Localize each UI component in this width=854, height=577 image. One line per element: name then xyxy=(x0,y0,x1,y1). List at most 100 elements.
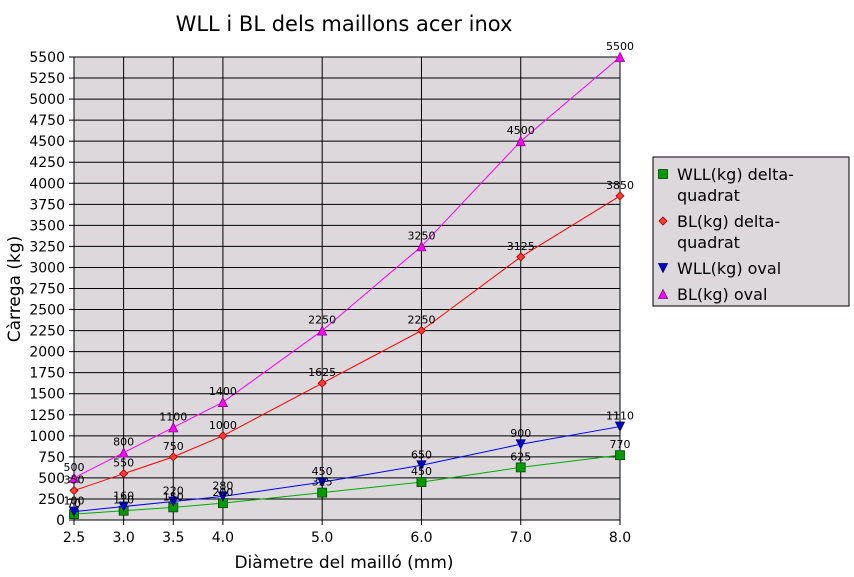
y-tick-label: 4750 xyxy=(29,113,65,129)
y-tick-label: 1750 xyxy=(29,366,65,382)
data-label: 5500 xyxy=(606,40,634,53)
data-point xyxy=(416,460,427,471)
data-label: 650 xyxy=(411,448,432,461)
data-point xyxy=(168,496,179,507)
series-line xyxy=(73,426,621,513)
data-label: 70 xyxy=(67,497,81,510)
data-label: 1400 xyxy=(209,385,237,398)
y-tick-label: 5500 xyxy=(29,50,65,66)
y-tick-label: 4250 xyxy=(29,155,65,171)
data-label: 325 xyxy=(312,476,333,489)
y-tick-label: 3500 xyxy=(29,218,65,234)
chart-title: WLL i BL dels maillons acer inox xyxy=(176,12,513,36)
data-point xyxy=(416,326,427,336)
data-point xyxy=(615,450,625,461)
data-label: 100 xyxy=(64,495,85,508)
data-label: 200 xyxy=(212,486,233,499)
y-tick-label: 3250 xyxy=(29,239,65,255)
y-tick-label: 2750 xyxy=(29,282,65,298)
data-label: 450 xyxy=(312,465,333,478)
legend: WLL(kg) delta-quadrat BL(kg) delta-quadra… xyxy=(652,156,850,307)
x-tick-label: 6.0 xyxy=(410,530,432,546)
data-point xyxy=(69,485,79,496)
data-point xyxy=(118,501,129,512)
y-tick-label: 5000 xyxy=(29,92,65,108)
data-label: 280 xyxy=(212,479,233,492)
data-point xyxy=(168,452,178,462)
data-label: 110 xyxy=(113,494,134,507)
y-tick-label: 2250 xyxy=(29,324,65,340)
data-label: 1000 xyxy=(209,419,237,432)
data-point xyxy=(615,191,625,201)
legend-label: WLL(kg) delta- xyxy=(677,165,794,184)
y-tick-label: 1000 xyxy=(29,429,65,445)
y-tick-label: 3750 xyxy=(29,197,65,213)
legend-marker xyxy=(658,169,668,179)
legend-label: BL(kg) delta- xyxy=(677,212,780,231)
series-group xyxy=(68,421,626,517)
data-label: 550 xyxy=(113,457,134,470)
data-point xyxy=(168,422,179,433)
data-point xyxy=(317,487,328,498)
x-tick-label: 3.5 xyxy=(162,530,184,546)
data-point xyxy=(217,491,229,502)
data-point xyxy=(217,396,229,408)
series-group xyxy=(68,51,626,483)
data-point xyxy=(614,421,626,432)
data-point xyxy=(317,477,328,488)
y-tick-label: 4000 xyxy=(29,176,65,192)
series-layer xyxy=(68,51,626,520)
x-tick-label: 2.5 xyxy=(63,530,85,546)
data-point xyxy=(218,431,228,441)
data-label: 1110 xyxy=(606,410,634,423)
y-tick-label: 250 xyxy=(38,492,65,508)
data-point xyxy=(317,325,328,336)
series-group xyxy=(69,191,625,496)
data-label: 800 xyxy=(113,436,134,449)
series-line xyxy=(73,454,621,515)
legend-label: quadrat xyxy=(677,233,740,252)
legend-marker xyxy=(657,288,669,299)
x-tick-label: 3.0 xyxy=(113,530,135,546)
data-point xyxy=(515,462,526,473)
x-tick-label: 7.0 xyxy=(510,530,532,546)
x-tick-label: 8.0 xyxy=(609,530,631,546)
data-point xyxy=(68,506,80,517)
legend-box xyxy=(652,156,850,307)
axis-layer: 0250500750100012501500175020002250250027… xyxy=(29,50,631,546)
y-tick-label: 3000 xyxy=(29,260,65,276)
data-point xyxy=(416,477,427,488)
y-tick-label: 4500 xyxy=(29,134,65,150)
y-tick-label: 500 xyxy=(38,471,65,487)
x-axis-title: Diàmetre del mailló (mm) xyxy=(234,553,453,573)
legend-marker xyxy=(657,263,669,274)
data-label: 450 xyxy=(411,465,432,478)
legend-marker xyxy=(658,216,668,226)
legend-label: BL(kg) oval xyxy=(677,285,767,304)
data-label: 3850 xyxy=(606,179,634,192)
y-tick-label: 1500 xyxy=(29,387,65,403)
data-label: 3125 xyxy=(507,240,535,253)
y-tick-label: 750 xyxy=(38,450,65,466)
data-label: 2250 xyxy=(407,314,435,327)
data-point xyxy=(416,241,427,252)
data-label: 4500 xyxy=(507,124,535,137)
series-line xyxy=(73,195,621,492)
data-label: 900 xyxy=(510,427,531,440)
y-tick-label: 2500 xyxy=(29,303,65,319)
legend-entry: WLL(kg) delta-quadrat xyxy=(658,165,794,205)
data-point xyxy=(614,51,626,62)
legend-label: quadrat xyxy=(677,186,740,205)
data-label: 220 xyxy=(163,484,184,497)
data-label: 350 xyxy=(64,474,85,487)
data-point xyxy=(68,472,80,483)
data-label: 2250 xyxy=(308,314,336,327)
data-label: 1100 xyxy=(159,410,187,423)
y-tick-label: 5250 xyxy=(29,71,65,87)
legend-entry: WLL(kg) oval xyxy=(657,259,781,278)
x-tick-label: 4.0 xyxy=(212,530,234,546)
legend-entry: BL(kg) oval xyxy=(657,285,767,304)
data-point xyxy=(118,447,129,458)
